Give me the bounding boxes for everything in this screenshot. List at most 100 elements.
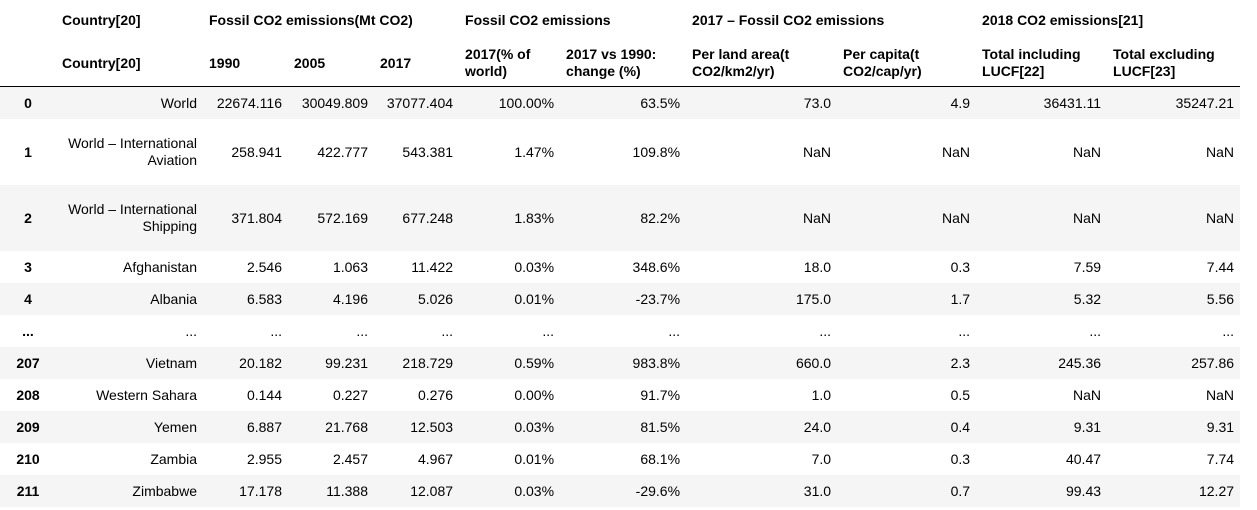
index-header (0, 40, 56, 87)
value-cell: 68.1% (640, 450, 681, 467)
country-cell: ... (185, 322, 197, 339)
value-cell: 109.8% (632, 143, 681, 160)
value-cell: 1.83% (514, 209, 555, 226)
value-cell: 0.144 (246, 386, 282, 403)
value-cell: 24.0 (803, 418, 832, 435)
value-cell: 1.7 (950, 290, 971, 307)
value-cell: 0.227 (332, 386, 368, 403)
value-cell: 4.967 (417, 450, 454, 467)
value-cell: 0.00% (514, 386, 555, 403)
value-cell: 0.01% (514, 290, 555, 307)
value-cell: NaN (942, 209, 971, 226)
value-cell: 0.03% (514, 418, 555, 435)
value-cell: 6.887 (246, 418, 282, 435)
country-cell: World – International Aviation (68, 135, 197, 168)
value-cell: 100.00% (498, 94, 555, 111)
country-cell: Zimbabwe (132, 482, 197, 499)
table-row: ................................. (0, 315, 1240, 347)
column-header: 2005 (294, 54, 326, 71)
group-header: Country[20] (62, 11, 141, 28)
value-cell: ... (441, 322, 454, 339)
group-header: Fossil CO2 emissions(Mt CO2) (209, 11, 413, 28)
value-cell: 4.9 (950, 94, 971, 111)
value-cell: NaN (1073, 209, 1102, 226)
table-row: 207 Vietnam 20.182 99.231 218.729 0.59% 983.8%… (0, 347, 1241, 379)
country-cell: Vietnam (145, 354, 197, 371)
column-header: Total including LUCF[22] (982, 46, 1081, 79)
value-cell: 6.583 (246, 290, 282, 307)
country-cell: Albania (150, 290, 197, 307)
value-cell: NaN (803, 209, 832, 226)
value-cell: 1.47% (514, 143, 555, 160)
table-row: 208 Western Sahara 0.144 0.227 0.276 0.00% 91.… (0, 379, 1240, 411)
value-cell: 0.5 (950, 386, 971, 403)
value-cell: 5.32 (1073, 290, 1102, 307)
value-cell: 36431.11 (1043, 94, 1102, 111)
value-cell: 0.276 (417, 386, 454, 403)
column-header: 1990 (209, 54, 241, 71)
table-body: 0 World 22674.116 30049.809 37077.404 100.00%… (0, 86, 1241, 507)
value-cell: NaN (1206, 209, 1235, 226)
value-cell: 0.3 (950, 450, 971, 467)
value-cell: 81.5% (640, 418, 681, 435)
value-cell: ... (356, 322, 368, 339)
value-cell: NaN (1206, 386, 1235, 403)
value-cell: 258.941 (231, 143, 282, 160)
value-cell: 371.804 (231, 209, 282, 226)
value-cell: ... (542, 322, 555, 339)
value-cell: 257.86 (1191, 354, 1235, 371)
value-cell: 2.546 (246, 258, 282, 275)
row-index: 210 (16, 450, 40, 467)
table-row: 3 Afghanistan 2.546 1.063 11.422 0.03% 348.6% 1… (0, 251, 1240, 283)
value-cell: 422.777 (317, 143, 368, 160)
value-cell: NaN (942, 143, 971, 160)
value-cell: 5.56 (1206, 290, 1235, 307)
table-row: 4 Albania 6.583 4.196 5.026 0.01% -23.7% 175.0 1… (0, 283, 1241, 315)
value-cell: 0.01% (514, 450, 555, 467)
country-cell: World – International Shipping (68, 201, 197, 234)
country-cell: Western Sahara (96, 386, 197, 403)
value-cell: 1.0 (811, 386, 832, 403)
value-cell: NaN (1073, 386, 1102, 403)
row-index: 211 (16, 482, 40, 499)
value-cell: 0.4 (950, 418, 971, 435)
value-cell: ... (1089, 322, 1102, 339)
value-cell: 677.248 (402, 209, 454, 226)
value-cell: 18.0 (803, 258, 832, 275)
row-index: 4 (24, 290, 32, 307)
value-cell: 30049.809 (301, 94, 368, 111)
value-cell: 7.59 (1073, 258, 1102, 275)
value-cell: ... (819, 322, 832, 339)
value-cell: 9.31 (1206, 418, 1235, 435)
row-index: 209 (16, 418, 40, 435)
value-cell: 63.5% (640, 94, 681, 111)
country-cell: World (160, 94, 197, 111)
value-cell: 40.47 (1065, 450, 1102, 467)
value-cell: 7.74 (1206, 450, 1235, 467)
row-index: 1 (24, 143, 32, 160)
row-index: ... (22, 322, 34, 339)
group-header: 2018 CO2 emissions[21] (982, 11, 1144, 28)
value-cell: 7.44 (1206, 258, 1235, 275)
row-index: 3 (24, 258, 32, 275)
column-header: 2017 vs 1990: change (%) (566, 46, 657, 79)
value-cell: 91.7% (640, 386, 681, 403)
country-cell: Afghanistan (123, 258, 197, 275)
table-header: Country[20] Fossil CO2 emissions(Mt CO2) F… (0, 0, 1241, 87)
column-header: 2017(% of world) (465, 46, 531, 79)
value-cell: ... (958, 322, 971, 339)
value-cell: -23.7% (635, 290, 681, 307)
table-row: 209 Yemen 6.887 21.768 12.503 0.03% 81.5% 24.0 0… (0, 411, 1241, 443)
value-cell: 7.0 (811, 450, 832, 467)
row-index: 0 (24, 94, 32, 111)
value-cell: 12.503 (410, 418, 454, 435)
row-index: 208 (16, 386, 40, 403)
value-cell: 31.0 (803, 482, 832, 499)
group-header: Fossil CO2 emissions (465, 11, 611, 28)
table-row: 210 Zambia 2.955 2.457 4.967 0.01% 68.1% 7.0 0.3… (0, 443, 1240, 475)
column-header: Per capita(t CO2/cap/yr) (843, 46, 922, 79)
value-cell: 175.0 (795, 290, 832, 307)
value-cell: 2.3 (950, 354, 971, 371)
